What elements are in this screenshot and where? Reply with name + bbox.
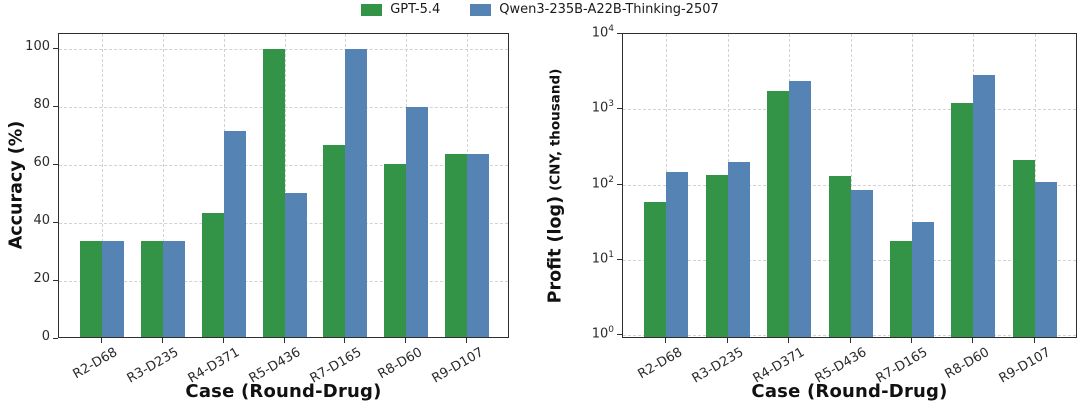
x-tick-label: R2-D68 xyxy=(70,345,121,383)
bar-gpt-R5-D436 xyxy=(828,176,851,337)
y-tick-mark xyxy=(52,106,58,108)
bar-qwen-R3-D235 xyxy=(727,161,750,337)
y-tick-label: 100 xyxy=(591,325,614,342)
legend-swatch-blue xyxy=(470,3,492,16)
x-tick-mark xyxy=(161,338,163,343)
x-tick-mark xyxy=(910,338,912,343)
x-tick-label: R8-D60 xyxy=(375,345,425,383)
y-tick-label: 104 xyxy=(591,24,614,41)
y-tick-mark xyxy=(52,164,58,166)
y-tick-label: 101 xyxy=(591,249,614,267)
bar-gpt-R9-D107 xyxy=(445,153,468,337)
y-tick-mark xyxy=(52,48,58,50)
bar-gpt-R5-D436 xyxy=(262,48,285,337)
x-tick-mark xyxy=(466,338,468,343)
x-axis-title-profit: Case (Round-Drug) xyxy=(751,381,948,402)
x-tick-mark xyxy=(849,338,851,343)
plot-area xyxy=(58,33,509,338)
bar-gpt-R7-D165 xyxy=(889,241,912,337)
bar-qwen-R4-D371 xyxy=(223,131,246,337)
legend-label-gpt: GPT-5.4 xyxy=(390,2,441,17)
bar-gpt-R2-D68 xyxy=(79,241,102,337)
x-tick-mark xyxy=(283,338,285,343)
legend-swatch-green xyxy=(361,3,383,16)
x-axis-title-accuracy: Case (Round-Drug) xyxy=(185,381,382,402)
y-tick-label: 60 xyxy=(33,155,50,171)
x-tick-mark xyxy=(1033,338,1035,343)
y-tick-label: 103 xyxy=(591,99,614,116)
chart-legend: GPT-5.4 Qwen3-235B-A22B-Thinking-2507 xyxy=(0,2,1080,17)
x-tick-mark xyxy=(972,338,974,343)
x-gridline xyxy=(911,34,913,337)
y-tick-mark xyxy=(616,334,622,336)
x-tick-mark xyxy=(405,338,407,343)
bar-gpt-R3-D235 xyxy=(705,175,728,337)
y-tick-label: 100 xyxy=(25,39,50,55)
bar-qwen-R7-D165 xyxy=(345,48,368,337)
bar-gpt-R2-D68 xyxy=(644,201,667,337)
y-tick-mark xyxy=(52,280,58,281)
bar-qwen-R5-D436 xyxy=(850,190,873,337)
bar-gpt-R8-D60 xyxy=(951,102,974,337)
y-tick-mark xyxy=(616,183,622,185)
y-tick-mark xyxy=(52,222,58,224)
bar-gpt-R4-D371 xyxy=(767,90,789,337)
x-gridline xyxy=(850,34,852,337)
y-tick-label: 40 xyxy=(33,213,50,229)
x-gridline xyxy=(284,34,286,337)
bar-qwen-R5-D436 xyxy=(284,193,307,337)
bar-gpt-R9-D107 xyxy=(1012,159,1035,337)
bar-qwen-R2-D68 xyxy=(666,171,689,337)
x-tick-mark xyxy=(100,338,102,343)
bar-qwen-R7-D165 xyxy=(911,221,934,337)
y-axis-title-profit-unit: (CNY, thousand) xyxy=(547,68,564,191)
bar-qwen-R8-D60 xyxy=(973,75,996,337)
x-tick-label: R2-D68 xyxy=(635,345,685,383)
y-tick-mark xyxy=(52,338,58,339)
x-tick-label: R8-D60 xyxy=(942,345,992,383)
x-tick-mark xyxy=(726,338,728,343)
y-axis-title-profit: Profit (log) (CNY, thousand) xyxy=(543,34,569,339)
legend-item-qwen: Qwen3-235B-A22B-Thinking-2507 xyxy=(470,2,719,17)
x-tick-mark xyxy=(222,338,224,343)
bar-gpt-R7-D165 xyxy=(323,144,346,337)
x-gridline xyxy=(101,34,103,337)
legend-item-gpt: GPT-5.4 xyxy=(361,2,440,17)
bar-qwen-R3-D235 xyxy=(162,241,185,337)
x-tick-mark xyxy=(344,338,346,343)
bar-gpt-R4-D371 xyxy=(201,213,224,337)
y-tick-label: 102 xyxy=(591,174,614,191)
bar-qwen-R9-D107 xyxy=(1034,182,1057,337)
y-tick-mark xyxy=(616,258,622,260)
y-tick-mark xyxy=(616,33,622,34)
y-tick-label: 0 xyxy=(41,329,50,344)
y-tick-label: 80 xyxy=(33,97,50,113)
bar-qwen-R8-D60 xyxy=(406,106,429,337)
y-gridline xyxy=(623,109,1076,111)
y-axis-title-accuracy: Accuracy (%) xyxy=(4,33,30,338)
y-axis-title-accuracy-text: Accuracy (%) xyxy=(6,120,27,250)
bar-qwen-R2-D68 xyxy=(101,241,124,337)
x-tick-mark xyxy=(665,338,667,343)
y-tick-label: 20 xyxy=(33,271,50,286)
y-axis-title-profit-text: Profit (log) xyxy=(545,195,566,304)
bar-qwen-R4-D371 xyxy=(789,81,811,337)
x-gridline xyxy=(162,34,164,337)
x-tick-mark xyxy=(788,338,789,343)
y-tick-mark xyxy=(616,108,622,110)
bar-qwen-R9-D107 xyxy=(467,153,490,337)
bar-gpt-R8-D60 xyxy=(384,164,407,337)
plot-area xyxy=(622,33,1077,338)
legend-label-qwen: Qwen3-235B-A22B-Thinking-2507 xyxy=(499,2,719,17)
bar-gpt-R3-D235 xyxy=(140,241,163,337)
